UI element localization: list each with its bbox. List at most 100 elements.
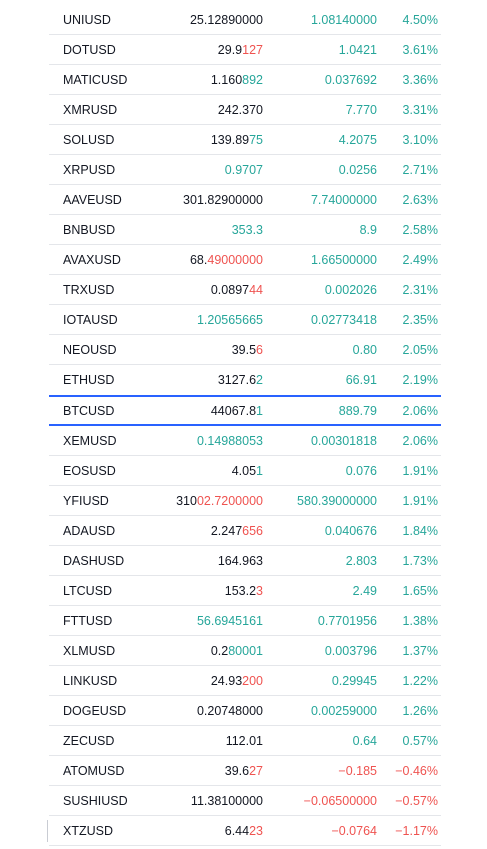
row-symbol[interactable]: DOTUSD <box>63 42 116 57</box>
watchlist-row[interactable]: DOTUSD 29.9 127 1.0421 3.61% <box>49 35 441 65</box>
watchlist-row[interactable]: NEOUSD 39.5 6 0.80 2.05% <box>49 335 441 365</box>
last-price-changed-digits: 44 <box>249 282 263 297</box>
watchlist-row[interactable]: XEMUSD 0.14988053 0.00301818 2.06% <box>49 426 441 456</box>
watchlist-row[interactable]: BNBUSD 353.3 8.9 2.58% <box>49 215 441 245</box>
watchlist-row[interactable]: EOSUSD 4.05 1 0.076 1.91% <box>49 456 441 486</box>
row-last-price: 153.2 3 <box>153 576 263 605</box>
last-price-main: 0.20748000 <box>196 703 263 718</box>
last-price-changed-digits: 23 <box>249 823 263 838</box>
row-symbol[interactable]: SOLUSD <box>63 132 115 147</box>
row-last-price: 0.2 80001 <box>153 636 263 665</box>
row-symbol[interactable]: NEOUSD <box>63 342 117 357</box>
row-symbol[interactable]: BNBUSD <box>63 222 116 237</box>
watchlist-row[interactable]: XRPUSD 0.9707 0.0256 2.71% <box>49 155 441 185</box>
row-change: 0.040676 <box>324 523 377 538</box>
row-last-price: 112.01 <box>153 726 263 755</box>
last-price-changed-digits: 6 <box>256 342 263 357</box>
watchlist-row[interactable]: BTCUSD 44067.8 1 889.79 2.06% <box>49 395 441 426</box>
row-change: 66.91 <box>345 373 377 387</box>
row-symbol[interactable]: XMRUSD <box>63 102 118 117</box>
last-price-main: 68. <box>189 252 208 267</box>
watchlist-row[interactable]: LINKUSD 24.93 200 0.29945 1.22% <box>49 666 441 696</box>
row-symbol[interactable]: FTTUSD <box>63 613 113 628</box>
row-change: 2.49 <box>352 583 377 598</box>
row-change-percent: 2.49% <box>402 252 438 267</box>
row-symbol[interactable]: XRPUSD <box>63 162 116 177</box>
row-change-percent: 1.73% <box>402 553 438 568</box>
row-symbol[interactable]: MATICUSD <box>63 72 128 87</box>
row-change: 1.66500000 <box>310 252 377 267</box>
row-change-percent: 2.63% <box>402 192 438 207</box>
watchlist-row[interactable]: ZECUSD 112.01 0.64 0.57% <box>49 726 441 756</box>
watchlist-row[interactable]: XTZUSD 6.44 23 −0.0764 −1.17% <box>47 816 441 846</box>
last-price-main: 3127.6 <box>217 373 257 387</box>
row-last-price: 11.38100000 <box>153 786 263 815</box>
last-price-changed-digits: 49000000 <box>207 252 263 267</box>
row-change: 7.74000000 <box>310 192 377 207</box>
watchlist-row[interactable]: DASHUSD 164.963 2.803 1.73% <box>49 546 441 576</box>
last-price-changed-digits: 27 <box>249 763 263 778</box>
last-price-main: 242.370 <box>217 102 263 117</box>
row-change: 0.7701956 <box>317 613 377 628</box>
row-symbol[interactable]: IOTAUSD <box>63 312 118 327</box>
row-symbol[interactable]: LTCUSD <box>63 583 113 598</box>
row-change: 0.002026 <box>324 282 377 297</box>
row-last-price: 39.5 6 <box>153 335 263 364</box>
row-change-percent: 3.61% <box>402 42 438 57</box>
watchlist-row[interactable]: ETHUSD 3127.6 2 66.91 2.19% <box>49 365 441 395</box>
row-symbol[interactable]: XTZUSD <box>63 823 113 838</box>
last-price-main: 56.6945161 <box>196 613 263 628</box>
last-price-changed-digits: 1 <box>256 463 263 478</box>
last-price-changed-digits: 75 <box>249 132 263 147</box>
watchlist-row[interactable]: MATICUSD 1.160 892 0.037692 3.36% <box>49 65 441 95</box>
row-symbol[interactable]: XEMUSD <box>63 433 117 448</box>
row-symbol[interactable]: DOGEUSD <box>63 703 127 718</box>
watchlist-row[interactable]: XLMUSD 0.2 80001 0.003796 1.37% <box>49 636 441 666</box>
watchlist-row[interactable]: ADAUSD 2.247 656 0.040676 1.84% <box>49 516 441 546</box>
watchlist-row[interactable]: SUSHIUSD 11.38100000 −0.06500000 −0.57% <box>49 786 441 816</box>
watchlist-row[interactable]: AAVEUSD 301.8 2900000 7.74000000 2.63% <box>49 185 441 215</box>
watchlist-row[interactable]: DOGEUSD 0.20748000 0.00259000 1.26% <box>49 696 441 726</box>
row-symbol[interactable]: AAVEUSD <box>63 192 122 207</box>
row-symbol[interactable]: AVAXUSD <box>63 252 121 267</box>
row-last-price: 164.963 <box>153 546 263 575</box>
row-change-percent: −0.46% <box>395 763 438 778</box>
row-symbol[interactable]: ATOMUSD <box>63 763 125 778</box>
watchlist-row[interactable]: SOLUSD 139.89 75 4.2075 3.10% <box>49 125 441 155</box>
row-symbol[interactable]: LINKUSD <box>63 673 118 688</box>
watchlist-row[interactable]: IOTAUSD 1.20565665 0.02773418 2.35% <box>49 305 441 335</box>
row-symbol[interactable]: UNIUSD <box>63 12 111 27</box>
row-symbol[interactable]: ZECUSD <box>63 733 115 748</box>
row-change-percent: 3.31% <box>402 102 438 117</box>
watchlist-row[interactable]: TRXUSD 0.0897 44 0.002026 2.31% <box>49 275 441 305</box>
row-last-price: 44067.8 1 <box>153 397 263 424</box>
row-symbol[interactable]: ADAUSD <box>63 523 116 538</box>
row-symbol[interactable]: ETHUSD <box>63 373 115 387</box>
watchlist-row[interactable]: UNIUSD 25.1 2890000 1.08140000 4.50% <box>49 5 441 35</box>
watchlist-row[interactable]: AVAXUSD 68. 49000000 1.66500000 2.49% <box>49 245 441 275</box>
row-change: −0.185 <box>338 763 377 778</box>
row-last-price: 0.0897 44 <box>153 275 263 304</box>
last-price-main: 164.963 <box>217 553 263 568</box>
row-symbol[interactable]: XLMUSD <box>63 643 116 658</box>
row-symbol[interactable]: DASHUSD <box>63 553 125 568</box>
row-change-percent: 2.05% <box>402 342 438 357</box>
row-symbol[interactable]: SUSHIUSD <box>63 793 128 808</box>
row-change: 0.0256 <box>338 162 377 177</box>
row-symbol[interactable]: BTCUSD <box>63 403 115 418</box>
last-price-changed-digits: 656 <box>242 523 263 538</box>
last-price-main: 29.9 <box>217 42 243 57</box>
row-symbol[interactable]: YFIUSD <box>63 493 109 508</box>
watchlist-row[interactable]: FTTUSD 56.6945161 0.7701956 1.38% <box>49 606 441 636</box>
row-change: 0.00259000 <box>310 703 377 718</box>
watchlist-row[interactable]: ATOMUSD 39.6 27 −0.185 −0.46% <box>49 756 441 786</box>
watchlist-row[interactable]: YFIUSD 310 02.7200000 580.39000000 1.91% <box>49 486 441 516</box>
row-drag-handle[interactable] <box>47 820 48 842</box>
row-change: 7.770 <box>345 102 377 117</box>
last-price-changed-digits: 892 <box>242 72 263 87</box>
last-price-main: 301.8 <box>183 192 215 207</box>
row-symbol[interactable]: EOSUSD <box>63 463 116 478</box>
watchlist-row[interactable]: LTCUSD 153.2 3 2.49 1.65% <box>49 576 441 606</box>
watchlist-row[interactable]: XMRUSD 242.370 7.770 3.31% <box>49 95 441 125</box>
row-symbol[interactable]: TRXUSD <box>63 282 115 297</box>
